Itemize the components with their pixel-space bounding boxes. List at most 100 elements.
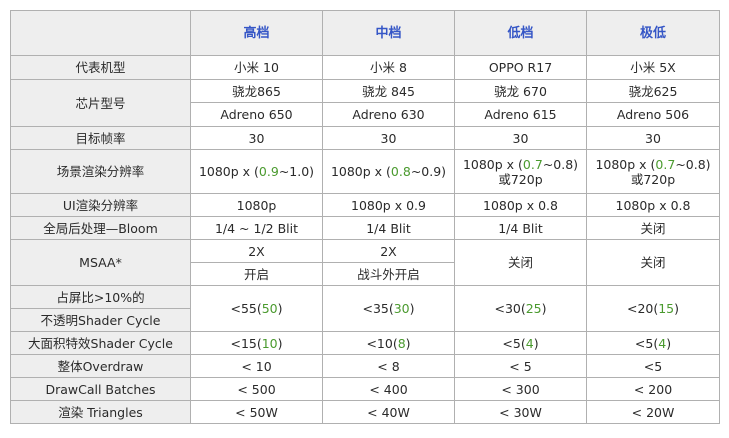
cell-soc-very-low: 骁龙625 bbox=[586, 79, 720, 103]
cell-opaque-mid: <35(30) bbox=[322, 285, 455, 332]
performance-spec-table: 高档 中档 低档 极低 代表机型 小米 10 小米 8 OPPO R17 小米 … bbox=[10, 10, 720, 424]
cell-triangles-very-low: < 20W bbox=[586, 400, 720, 424]
row-label-opaque-line2: 不透明Shader Cycle bbox=[10, 308, 191, 332]
opaque-highlight: 25 bbox=[525, 301, 542, 316]
effects-value: <15( bbox=[230, 335, 262, 351]
cell-scene-res-high: 1080p x (0.9~1.0) bbox=[190, 149, 323, 194]
row-scene-resolution: 场景渲染分辨率 1080p x (0.9~1.0) 1080p x (0.8~0… bbox=[10, 149, 720, 194]
effects-highlight: 4 bbox=[525, 335, 534, 351]
scene-res-alt: 或720p bbox=[630, 171, 676, 187]
opaque-highlight: 50 bbox=[261, 301, 278, 316]
row-label-ui-resolution: UI渲染分辨率 bbox=[10, 193, 191, 217]
row-label-overdraw: 整体Overdraw bbox=[10, 354, 191, 378]
cell-device-low: OPPO R17 bbox=[454, 55, 587, 80]
row-label-chip: 芯片型号 bbox=[10, 79, 191, 127]
cell-scene-res-mid: 1080p x (0.8~0.9) bbox=[322, 149, 455, 194]
cell-scene-res-low: 1080p x (0.7~0.8) 或720p bbox=[454, 149, 587, 194]
opaque-close: ) bbox=[674, 301, 680, 316]
scene-res-prefix: 1080p x ( bbox=[595, 156, 656, 172]
row-label-msaa: MSAA* bbox=[10, 239, 191, 286]
cell-fps-mid: 30 bbox=[322, 126, 455, 150]
cell-msaa-very-low: 关闭 bbox=[586, 239, 720, 286]
cell-msaa-low: 关闭 bbox=[454, 239, 587, 286]
effects-close: ) bbox=[277, 335, 283, 351]
cell-drawcall-very-low: < 200 bbox=[586, 377, 720, 401]
cell-post-high: 1/4 ~ 1/2 Blit bbox=[190, 216, 323, 240]
scene-res-suffix: ~1.0) bbox=[278, 164, 315, 179]
cell-fps-very-low: 30 bbox=[586, 126, 720, 150]
cell-device-very-low: 小米 5X bbox=[586, 55, 720, 80]
header-low: 低档 bbox=[454, 10, 587, 56]
cell-gpu-mid: Adreno 630 bbox=[322, 102, 455, 127]
row-chip-soc: 芯片型号 骁龙865 骁龙 845 骁龙 670 骁龙625 bbox=[10, 79, 720, 127]
cell-post-very-low: 关闭 bbox=[586, 216, 720, 240]
effects-value: <5( bbox=[634, 335, 659, 351]
cell-drawcall-high: < 500 bbox=[190, 377, 323, 401]
cell-gpu-very-low: Adreno 506 bbox=[586, 102, 720, 127]
cell-msaa-mid-level: 2X bbox=[322, 239, 455, 263]
row-post-processing: 全局后处理—Bloom 1/4 ~ 1/2 Blit 1/4 Blit 1/4 … bbox=[10, 216, 720, 240]
cell-overdraw-low: < 5 bbox=[454, 354, 587, 378]
cell-post-low: 1/4 Blit bbox=[454, 216, 587, 240]
cell-overdraw-mid: < 8 bbox=[322, 354, 455, 378]
cell-opaque-low: <30(25) bbox=[454, 285, 587, 332]
row-chip-gpu: Adreno 650 Adreno 630 Adreno 615 Adreno … bbox=[11, 102, 720, 127]
cell-fps-high: 30 bbox=[190, 126, 323, 150]
row-label-device: 代表机型 bbox=[10, 55, 191, 80]
effects-close: ) bbox=[405, 335, 411, 351]
effects-close: ) bbox=[533, 335, 539, 351]
cell-gpu-high: Adreno 650 bbox=[190, 102, 323, 127]
opaque-close: ) bbox=[277, 301, 283, 316]
header-very-low: 极低 bbox=[586, 10, 720, 56]
scene-res-highlight: 0.9 bbox=[258, 164, 279, 179]
cell-ui-res-low: 1080p x 0.8 bbox=[454, 193, 587, 217]
row-label-scene-resolution: 场景渲染分辨率 bbox=[10, 149, 191, 194]
row-msaa-bottom: 开启 战斗外开启 bbox=[11, 262, 720, 286]
cell-fps-low: 30 bbox=[454, 126, 587, 150]
row-label-effects: 大面积特效Shader Cycle bbox=[10, 331, 191, 355]
cell-soc-mid: 骁龙 845 bbox=[322, 79, 455, 103]
scene-res-prefix: 1080p x ( bbox=[198, 164, 259, 179]
cell-triangles-mid: < 40W bbox=[322, 400, 455, 424]
cell-ui-res-high: 1080p bbox=[190, 193, 323, 217]
cell-drawcall-low: < 300 bbox=[454, 377, 587, 401]
effects-highlight: 10 bbox=[261, 335, 278, 351]
row-effects: 大面积特效Shader Cycle <15(10) <10(8) <5(4) <… bbox=[10, 331, 720, 355]
opaque-value: <30( bbox=[494, 301, 526, 316]
cell-opaque-high: <55(50) bbox=[190, 285, 323, 332]
row-drawcall: DrawCall Batches < 500 < 400 < 300 < 200 bbox=[10, 377, 720, 401]
effects-highlight: 4 bbox=[658, 335, 667, 351]
header-high: 高档 bbox=[190, 10, 323, 56]
row-device: 代表机型 小米 10 小米 8 OPPO R17 小米 5X bbox=[10, 55, 720, 80]
header-row: 高档 中档 低档 极低 bbox=[10, 10, 720, 56]
cell-effects-low: <5(4) bbox=[454, 331, 587, 355]
cell-effects-high: <15(10) bbox=[190, 331, 323, 355]
cell-triangles-high: < 50W bbox=[190, 400, 323, 424]
row-fps: 目标帧率 30 30 30 30 bbox=[10, 126, 720, 150]
opaque-value: <20( bbox=[626, 301, 659, 316]
effects-close: ) bbox=[666, 335, 672, 351]
cell-soc-high: 骁龙865 bbox=[190, 79, 323, 103]
cell-opaque-very-low: <20(15) bbox=[586, 285, 720, 332]
cell-ui-res-mid: 1080p x 0.9 bbox=[322, 193, 455, 217]
cell-overdraw-high: < 10 bbox=[190, 354, 323, 378]
row-label-triangles: 渲染 Triangles bbox=[10, 400, 191, 424]
cell-soc-low: 骁龙 670 bbox=[454, 79, 587, 103]
cell-post-mid: 1/4 Blit bbox=[322, 216, 455, 240]
effects-highlight: 8 bbox=[397, 335, 406, 351]
opaque-close: ) bbox=[541, 301, 547, 316]
opaque-highlight: 30 bbox=[393, 301, 410, 316]
row-label-opaque-line1: 占屏比>10%的 bbox=[10, 285, 191, 309]
scene-res-alt: 或720p bbox=[498, 171, 543, 187]
row-overdraw: 整体Overdraw < 10 < 8 < 5 <5 bbox=[10, 354, 720, 378]
row-label-fps: 目标帧率 bbox=[10, 126, 191, 150]
row-opaque-bottom: 不透明Shader Cycle bbox=[10, 308, 720, 332]
row-label-post-processing: 全局后处理—Bloom bbox=[10, 216, 191, 240]
cell-effects-mid: <10(8) bbox=[322, 331, 455, 355]
scene-res-prefix: 1080p x ( bbox=[462, 156, 523, 172]
cell-gpu-low: Adreno 615 bbox=[454, 102, 587, 127]
effects-value: <5( bbox=[502, 335, 526, 351]
scene-res-highlight: 0.7 bbox=[522, 156, 543, 172]
row-msaa-top: MSAA* 2X 2X 关闭 关闭 bbox=[10, 239, 720, 286]
cell-msaa-high-level: 2X bbox=[190, 239, 323, 263]
